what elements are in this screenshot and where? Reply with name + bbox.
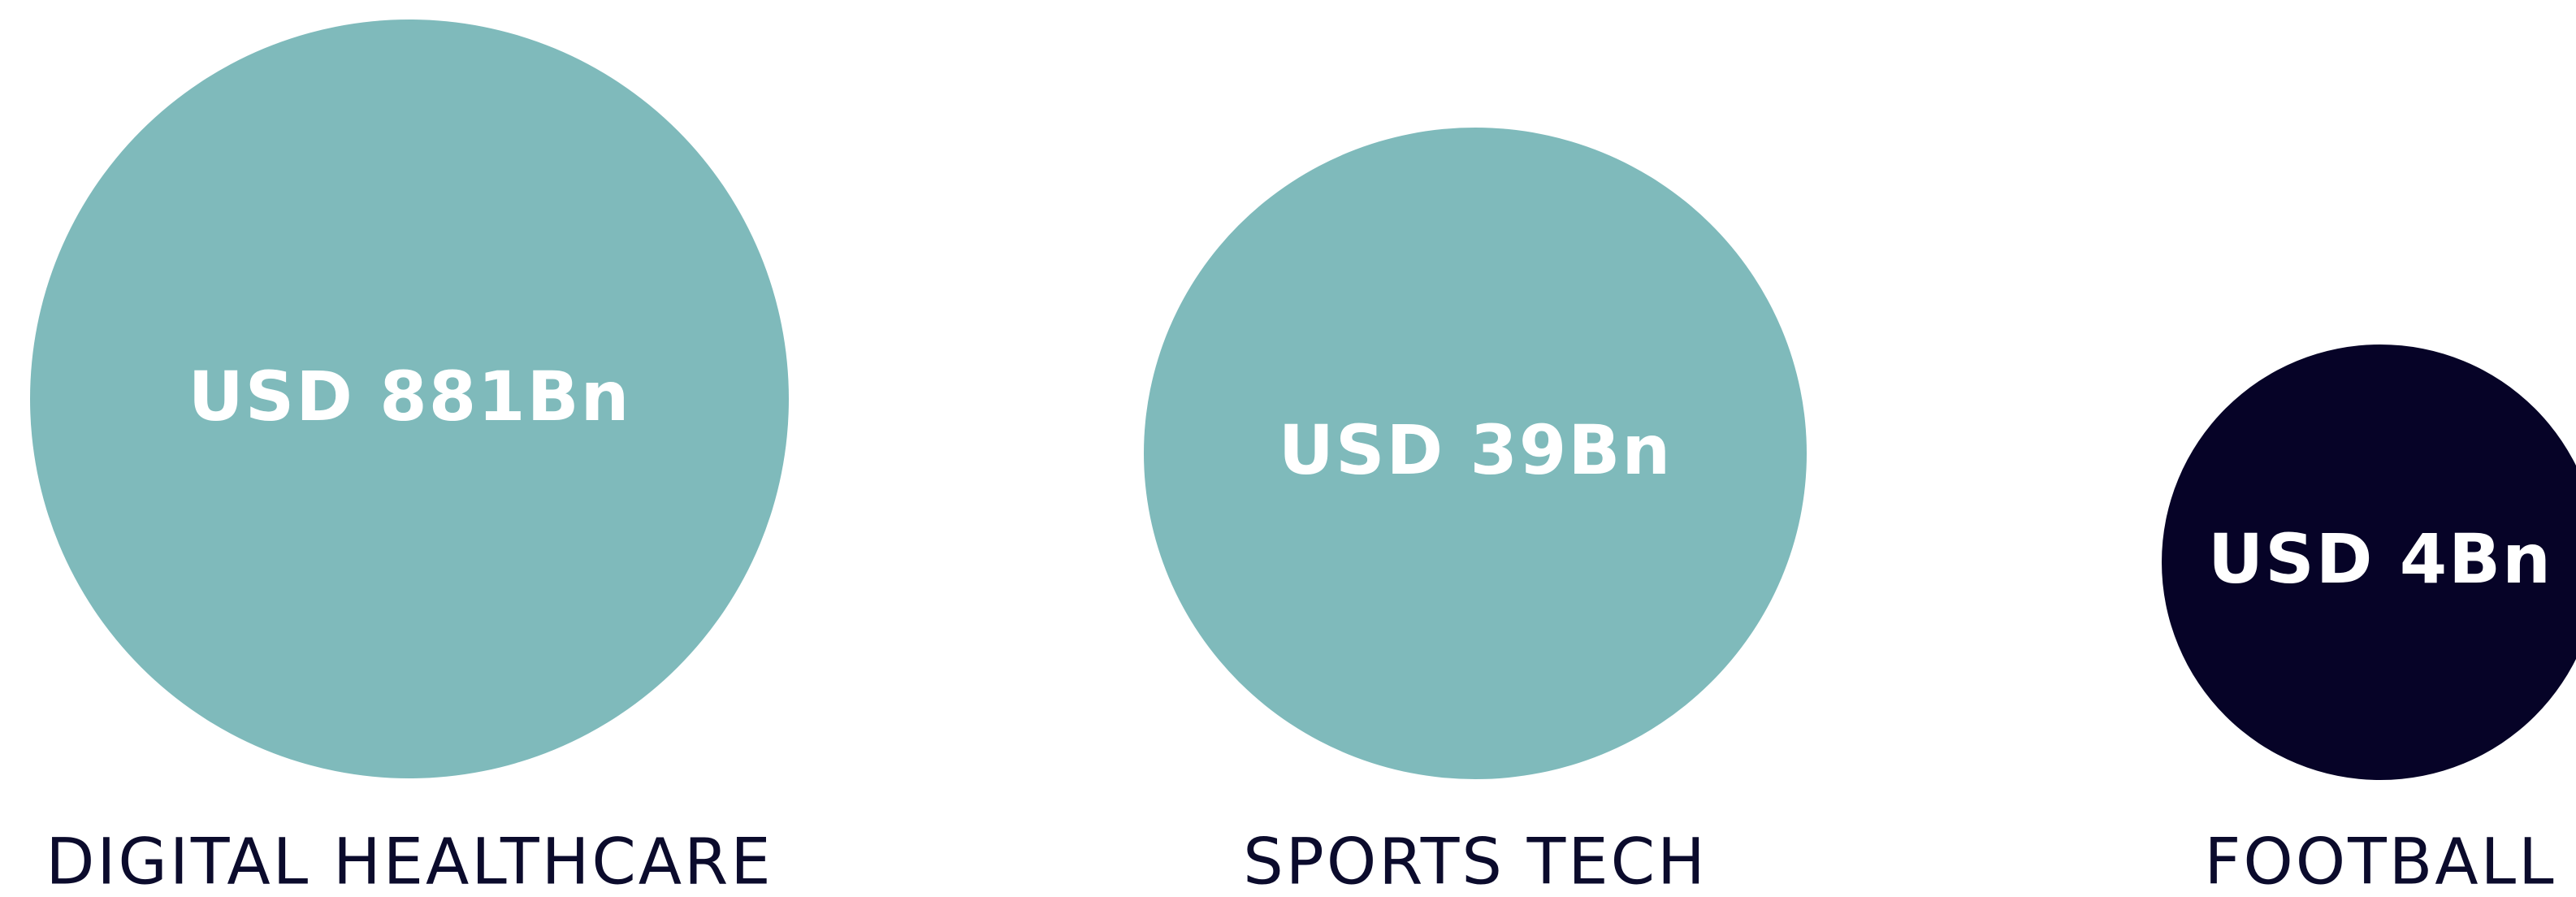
bubble-value: USD 4Bn xyxy=(2208,519,2552,599)
bubble-value: USD 881Bn xyxy=(188,357,631,436)
bubble-value: USD 39Bn xyxy=(1279,410,1672,490)
bubble-label: SPORTS TECH xyxy=(1243,826,1707,897)
bubble xyxy=(2162,344,2576,780)
bubble xyxy=(30,20,789,778)
bubble-label: FOOTBALL xyxy=(2204,826,2556,897)
bubble xyxy=(1144,128,1807,779)
bubble-label: DIGITAL HEALTHCARE xyxy=(45,826,773,897)
